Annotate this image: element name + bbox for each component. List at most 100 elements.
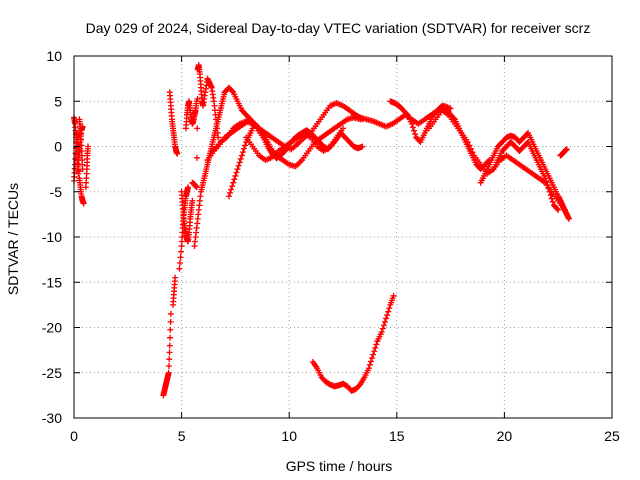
data-point bbox=[373, 341, 380, 348]
x-tick-label: 20 bbox=[497, 428, 513, 444]
data-point bbox=[234, 166, 241, 173]
data-point bbox=[165, 362, 172, 369]
data-point bbox=[167, 326, 174, 333]
data-point bbox=[233, 169, 240, 176]
data-point bbox=[236, 159, 243, 166]
data-point bbox=[383, 315, 390, 322]
data-point bbox=[238, 152, 245, 159]
data-point bbox=[176, 265, 183, 272]
data-point bbox=[185, 184, 192, 191]
y-axis-label: SDTVAR / TECUs bbox=[5, 183, 21, 295]
data-point bbox=[194, 95, 201, 102]
data-point bbox=[545, 185, 552, 192]
data-point bbox=[379, 325, 386, 332]
y-tick-label: -20 bbox=[42, 320, 62, 336]
y-tick-label: -10 bbox=[42, 229, 62, 245]
x-tick-label: 5 bbox=[178, 428, 186, 444]
data-point bbox=[235, 162, 242, 169]
data-point bbox=[367, 358, 374, 365]
data-point bbox=[544, 181, 551, 188]
data-point bbox=[228, 186, 235, 193]
data-point bbox=[369, 355, 376, 362]
data-point bbox=[177, 254, 184, 261]
y-tick-label: 5 bbox=[54, 93, 62, 109]
data-point bbox=[193, 154, 200, 161]
x-tick-label: 0 bbox=[70, 428, 78, 444]
series-seg6 bbox=[169, 274, 179, 308]
data-point bbox=[542, 175, 549, 182]
data-point bbox=[231, 176, 238, 183]
data-point bbox=[174, 150, 181, 157]
data-point bbox=[167, 310, 174, 317]
data-point bbox=[381, 318, 388, 325]
data-point bbox=[546, 188, 553, 195]
data-point bbox=[563, 146, 570, 153]
data-point bbox=[359, 143, 366, 150]
y-tick-label: 10 bbox=[46, 48, 62, 64]
data-point bbox=[232, 172, 239, 179]
data-point bbox=[371, 348, 378, 355]
y-tick-label: 0 bbox=[54, 139, 62, 155]
chart-title: Day 029 of 2024, Sidereal Day-to-day VTE… bbox=[86, 20, 591, 36]
data-point bbox=[403, 110, 410, 117]
data-point bbox=[72, 155, 79, 162]
data-point bbox=[468, 145, 475, 152]
data-point bbox=[230, 179, 237, 186]
data-point bbox=[166, 349, 173, 356]
grid-lines bbox=[74, 56, 612, 418]
data-point bbox=[366, 361, 373, 368]
series-seg16 bbox=[225, 120, 366, 200]
data-point bbox=[176, 260, 183, 267]
data-point bbox=[549, 198, 556, 205]
x-axis-label: GPS time / hours bbox=[286, 458, 393, 474]
data-point bbox=[229, 183, 236, 190]
data-point bbox=[548, 195, 555, 202]
data-point bbox=[166, 342, 173, 349]
x-tick-label: 25 bbox=[604, 428, 620, 444]
data-point bbox=[241, 145, 248, 152]
data-point bbox=[193, 184, 200, 191]
data-point bbox=[178, 248, 185, 255]
data-point bbox=[554, 205, 561, 212]
data-point bbox=[408, 120, 415, 127]
data-point bbox=[372, 344, 379, 351]
y-tick-label: -25 bbox=[42, 365, 62, 381]
data-point bbox=[385, 308, 392, 315]
series-seg7 bbox=[166, 89, 181, 157]
series-seg5 bbox=[160, 310, 174, 399]
y-tick-label: -30 bbox=[42, 410, 62, 426]
y-tick-label: -15 bbox=[42, 274, 62, 290]
data-point bbox=[194, 125, 201, 132]
series-seg9 bbox=[178, 188, 196, 245]
x-tick-label: 15 bbox=[389, 428, 405, 444]
series-seg25 bbox=[557, 146, 570, 159]
x-tick-label: 10 bbox=[281, 428, 297, 444]
series-seg22 bbox=[477, 129, 570, 218]
series-seg4 bbox=[82, 143, 91, 191]
data-point bbox=[167, 318, 174, 325]
series-seg17 bbox=[243, 125, 346, 164]
data-point bbox=[384, 312, 391, 319]
data-point bbox=[411, 127, 418, 134]
data-point bbox=[555, 206, 562, 213]
data-point bbox=[242, 142, 249, 149]
data-point bbox=[84, 143, 91, 150]
series-seg18 bbox=[309, 292, 397, 394]
data-point bbox=[167, 334, 174, 341]
data-point bbox=[79, 123, 86, 130]
series-seg20 bbox=[387, 98, 493, 173]
series-seg10 bbox=[182, 98, 200, 132]
data-point bbox=[237, 155, 244, 162]
data-point bbox=[76, 168, 83, 175]
data-point bbox=[80, 200, 87, 207]
data-point bbox=[370, 351, 377, 358]
series-seg24 bbox=[555, 193, 572, 222]
series-seg23 bbox=[490, 138, 562, 213]
data-point bbox=[565, 215, 572, 222]
data-point bbox=[75, 161, 82, 168]
data-point bbox=[547, 192, 554, 199]
data-point bbox=[229, 88, 236, 95]
data-point bbox=[390, 292, 397, 299]
data-point bbox=[543, 178, 550, 185]
